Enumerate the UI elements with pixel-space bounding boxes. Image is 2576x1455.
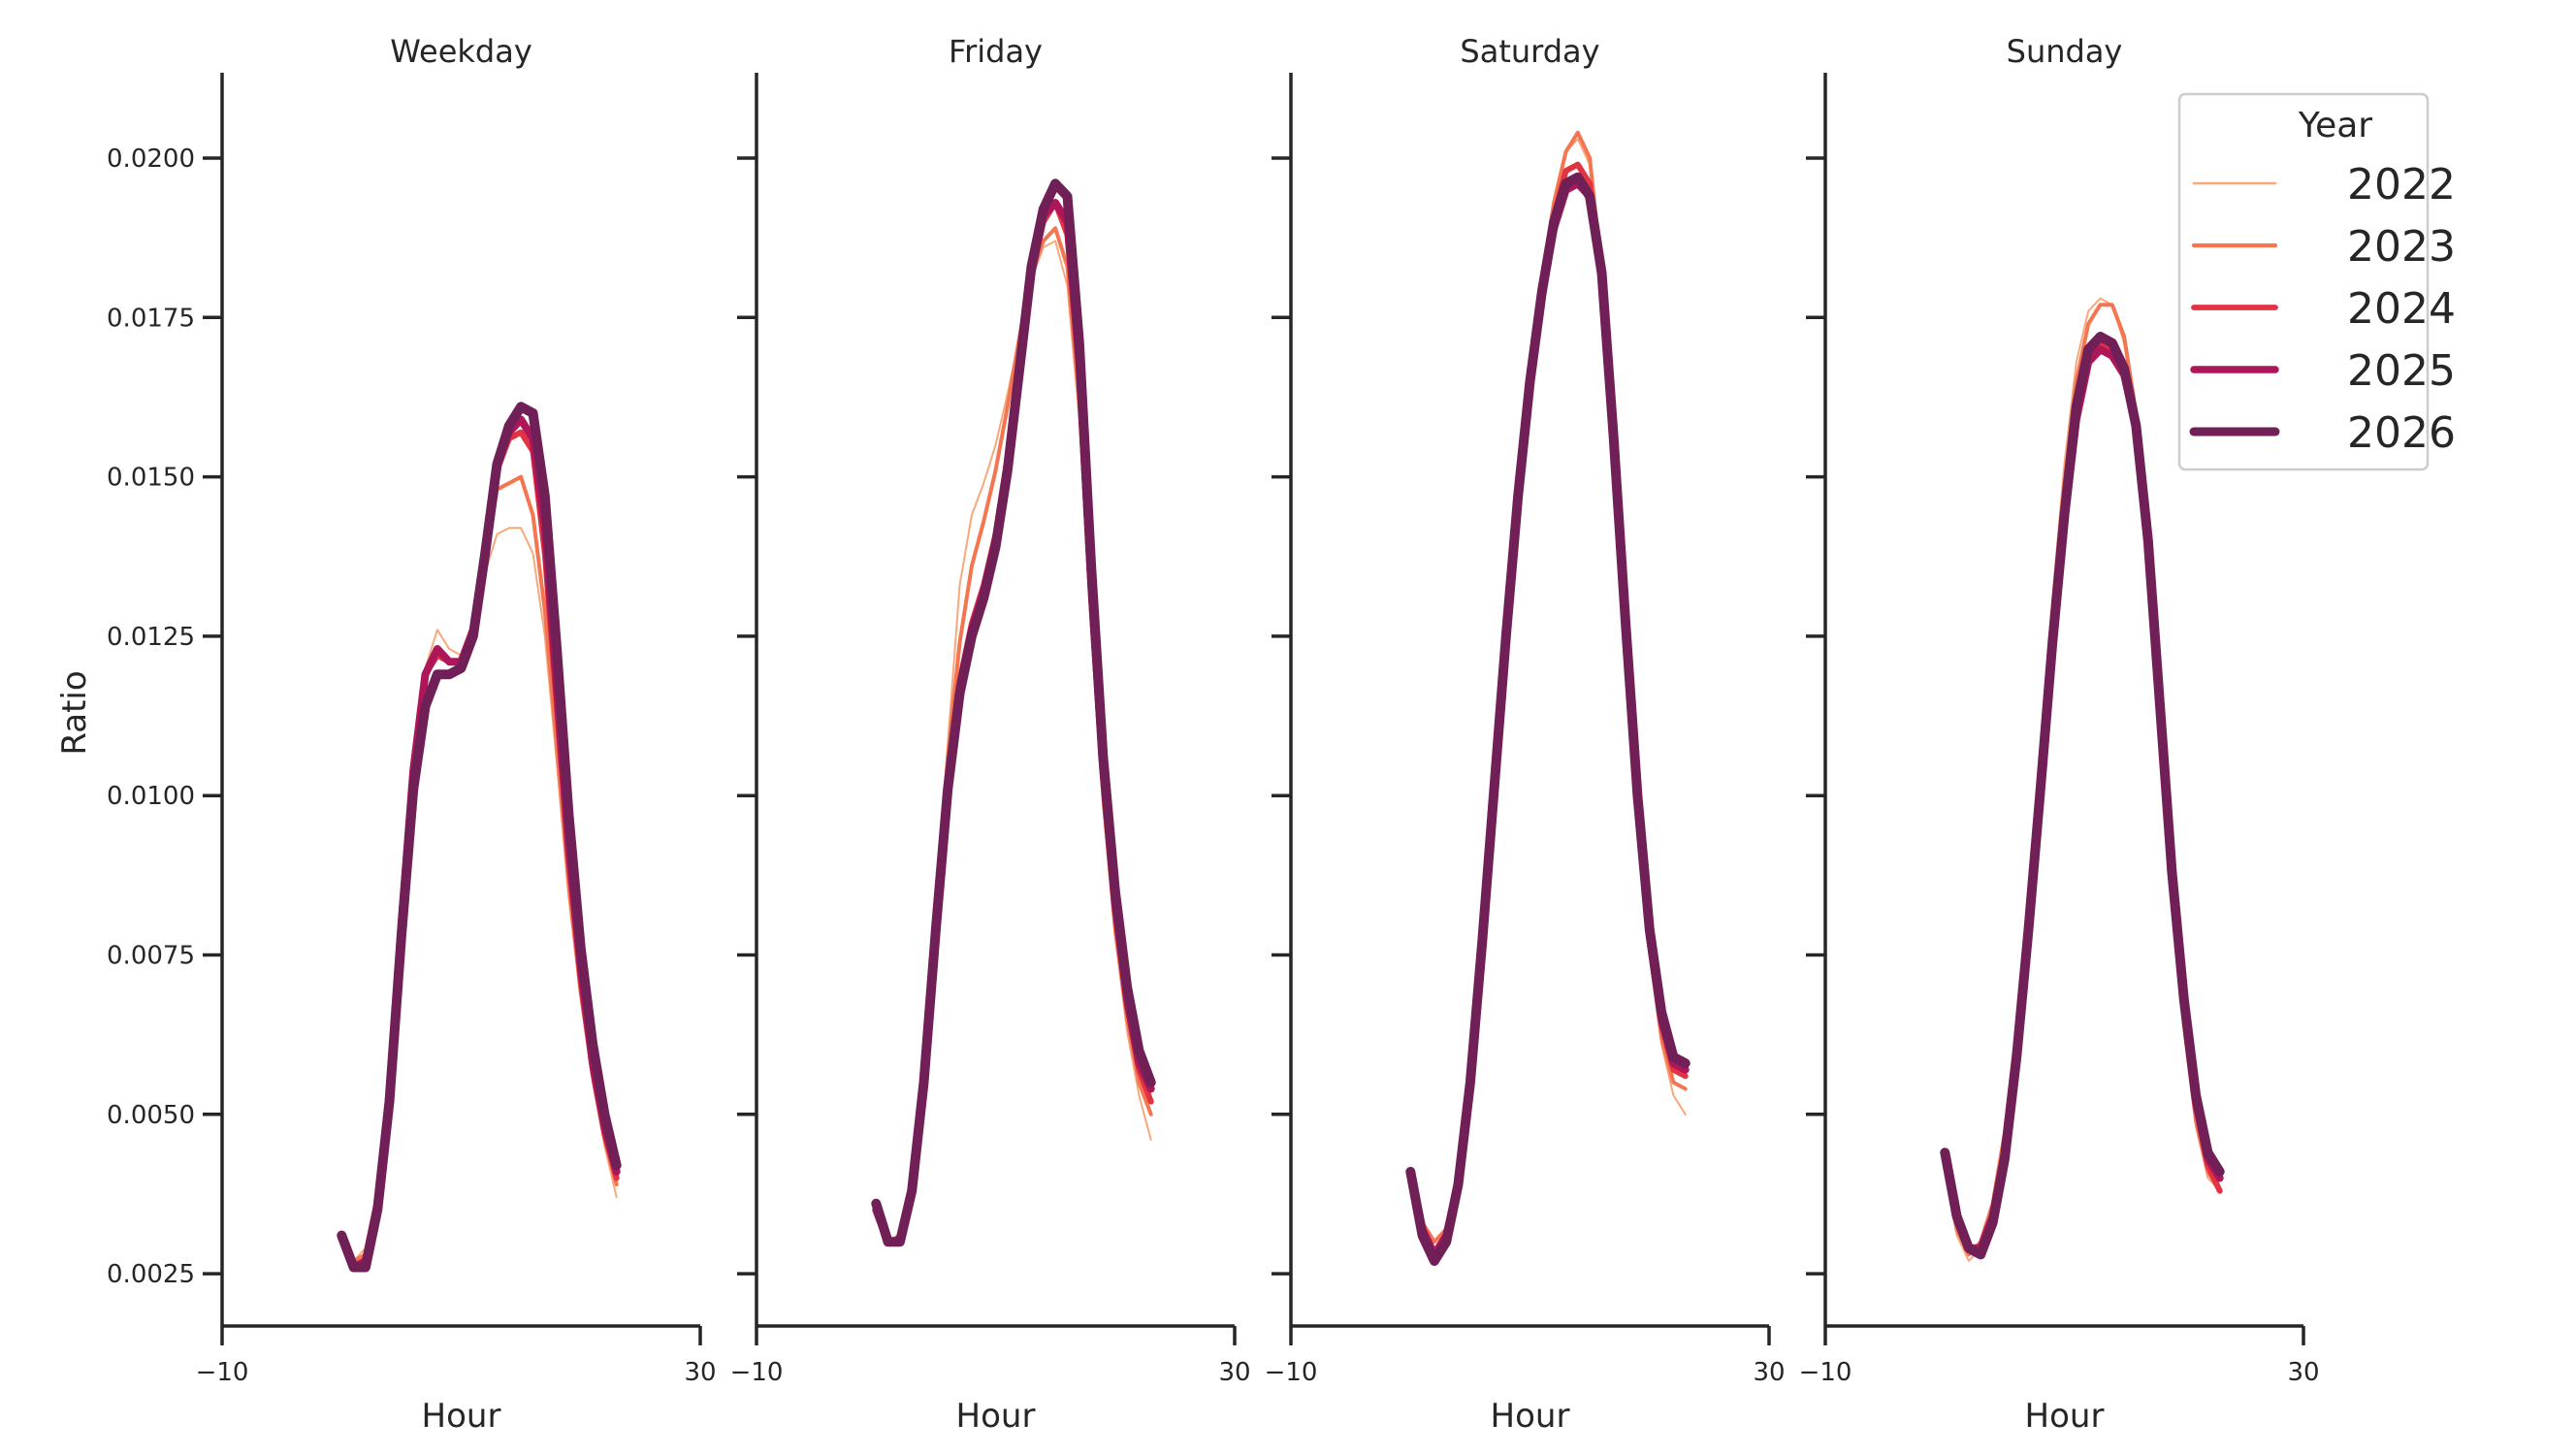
x-tick-label: −10: [1265, 1358, 1318, 1387]
y-tick-label: 0.0025: [107, 1260, 195, 1289]
series-line-2026: [1405, 172, 1690, 1266]
legend-label: 2026: [2347, 408, 2456, 458]
panels: Weekday 0.0025 0.0050 0.0075 0.0100 0.0125 0.0…: [107, 33, 2320, 1436]
series-line-2025: [872, 199, 1155, 1246]
series-line-2025: [1941, 345, 2224, 1252]
series-line-2024: [1407, 161, 1689, 1258]
series-line-2025: [1406, 179, 1690, 1259]
panel-saturday: Saturday −10 30 Hour: [1265, 33, 1786, 1436]
x-tick-label: 30: [684, 1358, 716, 1387]
x-tick-label: 30: [1218, 1358, 1250, 1387]
x-axis-label: Hour: [1491, 1397, 1570, 1436]
legend-item-2024: 2024: [2191, 284, 2456, 334]
x-tick-label: −10: [730, 1358, 784, 1387]
panel-friday: Friday −10 30 Hour: [730, 33, 1251, 1436]
x-tick-label: −10: [196, 1358, 249, 1387]
legend-title: Year: [2298, 106, 2372, 146]
y-tick-label: 0.0125: [107, 623, 195, 652]
x-tick-label: 30: [2287, 1358, 2319, 1387]
legend-items: 2022 2023 2024 2025 2026: [2189, 160, 2456, 458]
series-line-2024: [1942, 340, 2223, 1251]
legend: Year 2022 2023 2024 2025 2026: [2177, 92, 2456, 471]
legend-label: 2022: [2347, 160, 2456, 210]
series-line-2023: [1408, 130, 1688, 1245]
x-axis-label: Hour: [956, 1397, 1036, 1436]
y-axis-label: Ratio: [55, 670, 94, 755]
x-tick-label: 30: [1753, 1358, 1785, 1387]
legend-item-2025: 2025: [2190, 346, 2456, 396]
legend-item-2026: 2026: [2189, 408, 2456, 458]
panel-title: Weekday: [390, 33, 532, 70]
panel-title: Saturday: [1460, 33, 1599, 70]
y-tick-label: 0.0100: [107, 782, 195, 811]
panel-weekday: Weekday 0.0025 0.0050 0.0075 0.0100 0.0125 0.0…: [107, 33, 717, 1436]
series-line-2024: [873, 200, 1154, 1245]
y-tick-label: 0.0200: [107, 145, 195, 174]
y-tick-label: 0.0050: [107, 1101, 195, 1130]
panel-title: Sunday: [2007, 33, 2123, 70]
legend-item-2023: 2023: [2191, 222, 2456, 272]
legend-frame: [2177, 92, 2430, 471]
y-tick-label: 0.0150: [107, 464, 195, 493]
legend-label: 2024: [2347, 284, 2456, 334]
legend-item-2022: 2022: [2192, 160, 2456, 210]
x-axis-label: Hour: [2025, 1397, 2105, 1436]
legend-label: 2023: [2347, 222, 2456, 272]
y-tick-label: 0.0175: [107, 304, 195, 333]
panel-title: Friday: [949, 33, 1043, 70]
x-tick-label: −10: [1799, 1358, 1852, 1387]
y-tick-label: 0.0075: [107, 942, 195, 971]
series-line-2026: [337, 402, 622, 1273]
x-axis-label: Hour: [422, 1397, 501, 1436]
series-line-2026: [871, 178, 1156, 1247]
series-line-2026: [1940, 332, 2225, 1260]
legend-label: 2025: [2347, 346, 2456, 396]
series-line-2022: [1409, 138, 1687, 1244]
panel-sunday: Sunday −10 30 Hour: [1799, 33, 2320, 1436]
